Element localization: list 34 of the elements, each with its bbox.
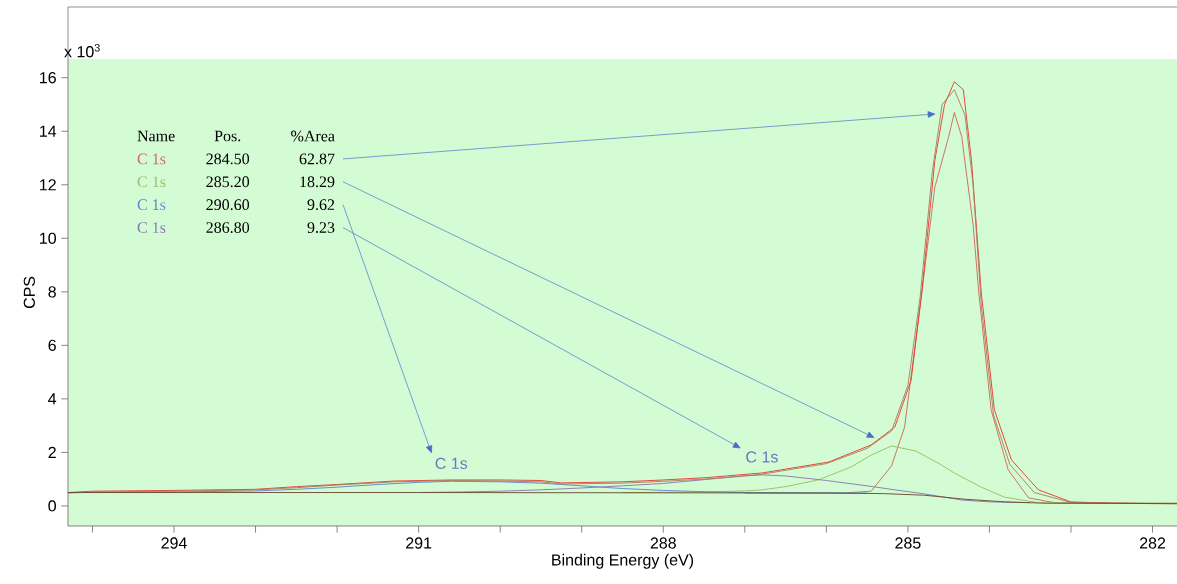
y-tick-label: 0 bbox=[48, 500, 56, 512]
x-tick-label: 288 bbox=[650, 537, 676, 549]
y-tick-label: 2 bbox=[48, 446, 56, 458]
annotation: 284.50 bbox=[206, 153, 250, 165]
y-tick-label: 12 bbox=[40, 179, 56, 191]
annotation: C 1s bbox=[435, 457, 468, 470]
x-tick-label: 294 bbox=[161, 537, 187, 549]
text: C 1s bbox=[137, 176, 166, 188]
y-tick-label: 6 bbox=[48, 339, 56, 351]
annotation: 18.29 bbox=[300, 176, 335, 188]
annotation: Pos. bbox=[214, 130, 241, 142]
annotation: %Area bbox=[291, 130, 335, 142]
text: C 1s bbox=[137, 153, 166, 165]
text: x 10$^{3}$ bbox=[64, 43, 100, 58]
y-tick-label: 16 bbox=[40, 72, 56, 84]
y-tick-label: 10 bbox=[40, 232, 56, 244]
annotation: 9.23 bbox=[307, 222, 335, 233]
x-axis-title: Binding Energy (eV) bbox=[552, 553, 694, 569]
y-tick-label: 8 bbox=[48, 286, 56, 298]
annotation: 290.60 bbox=[206, 199, 250, 211]
y-tick-label: 4 bbox=[48, 393, 57, 405]
annotation: 9.62 bbox=[307, 199, 335, 211]
y-tick-label: 14 bbox=[40, 125, 57, 137]
annotation: 62.87 bbox=[299, 153, 335, 165]
text: C 1s bbox=[137, 222, 166, 233]
annotation: C 1s bbox=[746, 451, 778, 463]
x-tick-label: 291 bbox=[406, 537, 432, 549]
annotation: 286.80 bbox=[206, 222, 250, 234]
text: C 1s bbox=[137, 199, 166, 211]
x-tick-label: 282 bbox=[1139, 537, 1166, 549]
x-tick-label: 285 bbox=[895, 537, 921, 549]
annotation: 285.20 bbox=[206, 176, 250, 188]
y-axis-title: CPS bbox=[23, 276, 35, 309]
annotation: Name bbox=[137, 130, 175, 142]
